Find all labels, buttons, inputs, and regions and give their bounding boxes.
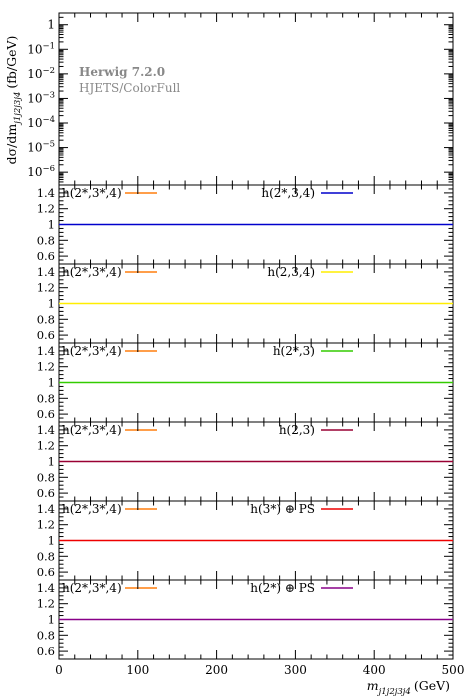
main-panel-frame bbox=[58, 12, 454, 186]
y-tick-label: 1.4 bbox=[37, 581, 55, 595]
ratio-panel-x-ticks bbox=[58, 185, 454, 264]
y-tick-label: 1.2 bbox=[37, 439, 55, 453]
x-tick-label: 500 bbox=[442, 663, 465, 677]
y-tick-label: 1 bbox=[47, 18, 55, 32]
legend-cmp-label: h(3*) ⊕ PS bbox=[250, 502, 315, 516]
ratio-panel-x-ticks bbox=[58, 580, 454, 659]
legend-ref-label: h(2*,3*,4) bbox=[62, 344, 122, 358]
y-tick-label: 0.6 bbox=[37, 486, 55, 500]
x-axis-label: mj1j2j3j4 (GeV) bbox=[367, 678, 450, 697]
y-tick-label: 0.8 bbox=[37, 628, 55, 642]
y-tick-label: 0.6 bbox=[37, 644, 55, 658]
y-tick-label: 10−4 bbox=[27, 115, 55, 130]
legend-ref-label: h(2*,3*,4) bbox=[62, 502, 122, 516]
y-tick-label: 0.8 bbox=[37, 312, 55, 326]
y-tick-label: 1.2 bbox=[37, 202, 55, 216]
legend-cmp-label: h(2,3,4) bbox=[267, 265, 315, 279]
legend-ref-label: h(2*,3*,4) bbox=[62, 186, 122, 200]
legend-cmp-label: h(2*) ⊕ PS bbox=[250, 581, 315, 595]
x-tick-label: 200 bbox=[205, 663, 228, 677]
main-panel-x-ticks bbox=[58, 13, 454, 185]
y-tick-label: 0.8 bbox=[37, 233, 55, 247]
legend-ref-label: h(2*,3*,4) bbox=[62, 423, 122, 437]
y-tick-label: 1.2 bbox=[37, 518, 55, 532]
y-tick-label: 0.6 bbox=[37, 328, 55, 342]
y-tick-label: 1 bbox=[48, 218, 55, 232]
ratio-panel-2: 0.6 0.81 1.2 1.4 h(2*,3*,4) h(2,3,4) bbox=[37, 263, 454, 344]
process-label: HJETS/ColorFull bbox=[79, 81, 180, 95]
y-tick-label: 1 bbox=[48, 376, 55, 390]
x-tick-label: 300 bbox=[284, 663, 307, 677]
y-tick-label: 0.8 bbox=[37, 549, 55, 563]
legend-ref-label: h(2*,3*,4) bbox=[62, 581, 122, 595]
ratio-panel-1: 0.6 0.81 1.2 1.4 h(2*,3*,4) h(2*,3,4) bbox=[37, 184, 454, 265]
legend-cmp-label: h(2,3) bbox=[279, 423, 315, 437]
main-panel-y-ticks bbox=[59, 12, 453, 186]
y-tick-label: 1.4 bbox=[37, 186, 55, 200]
y-tick-label: 1.4 bbox=[37, 502, 55, 516]
y-tick-label: 0.8 bbox=[37, 391, 55, 405]
y-tick-label: 1.4 bbox=[37, 265, 55, 279]
y-tick-label: 10−2 bbox=[27, 66, 55, 81]
ratio-panel-4: 0.6 0.81 1.2 1.4 h(2*,3*,4) h(2,3) bbox=[37, 421, 454, 502]
y-tick-label: 10−6 bbox=[27, 164, 55, 179]
ratio-panel-x-ticks bbox=[58, 343, 454, 422]
ratio-panel-x-ticks bbox=[58, 422, 454, 501]
y-tick-label: 10−3 bbox=[27, 90, 55, 105]
y-tick-label: 1.2 bbox=[37, 360, 55, 374]
x-tick-label: 0 bbox=[55, 663, 63, 677]
ratio-panel-6: 0.6 0.81 1.2 1.4 h(2*,3*,4) h(2*) ⊕ PS bbox=[37, 579, 454, 660]
x-tick-label: 100 bbox=[126, 663, 149, 677]
ratio-panel-3: 0.6 0.81 1.2 1.4 h(2*,3*,4) h(2*,3) bbox=[37, 342, 454, 423]
y-tick-label: 0.8 bbox=[37, 470, 55, 484]
y-tick-label: 1.2 bbox=[37, 281, 55, 295]
ratio-panel-5: 0.6 0.81 1.2 1.4 h(2*,3*,4) h(3*) ⊕ PS bbox=[37, 500, 454, 581]
generator-label: Herwig 7.2.0 bbox=[79, 65, 165, 79]
ratio-panel-x-ticks bbox=[58, 501, 454, 580]
y-tick-label: 1.4 bbox=[37, 344, 55, 358]
y-tick-label: 0.6 bbox=[37, 249, 55, 263]
y-tick-label: 0.6 bbox=[37, 565, 55, 579]
ratio-panel-x-ticks bbox=[58, 264, 454, 343]
legend-ref-label: h(2*,3*,4) bbox=[62, 265, 122, 279]
y-tick-label: 1.2 bbox=[37, 597, 55, 611]
y-tick-label: 1 bbox=[48, 455, 55, 469]
y-tick-label: 10−1 bbox=[27, 41, 55, 56]
legend-cmp-label: h(2*,3,4) bbox=[261, 186, 315, 200]
y-tick-label: 1 bbox=[48, 613, 55, 627]
y-tick-label: 1 bbox=[48, 297, 55, 311]
y-tick-label: 0.6 bbox=[37, 407, 55, 421]
y-tick-label: 10−5 bbox=[27, 140, 55, 155]
y-tick-label: 1 bbox=[48, 534, 55, 548]
y-tick-label: 1.4 bbox=[37, 423, 55, 437]
y-axis-label: dσ/dmj1j2j3j4(fb/GeV) bbox=[4, 36, 23, 165]
legend-cmp-label: h(2*,3) bbox=[273, 344, 315, 358]
x-tick-label: 400 bbox=[363, 663, 386, 677]
